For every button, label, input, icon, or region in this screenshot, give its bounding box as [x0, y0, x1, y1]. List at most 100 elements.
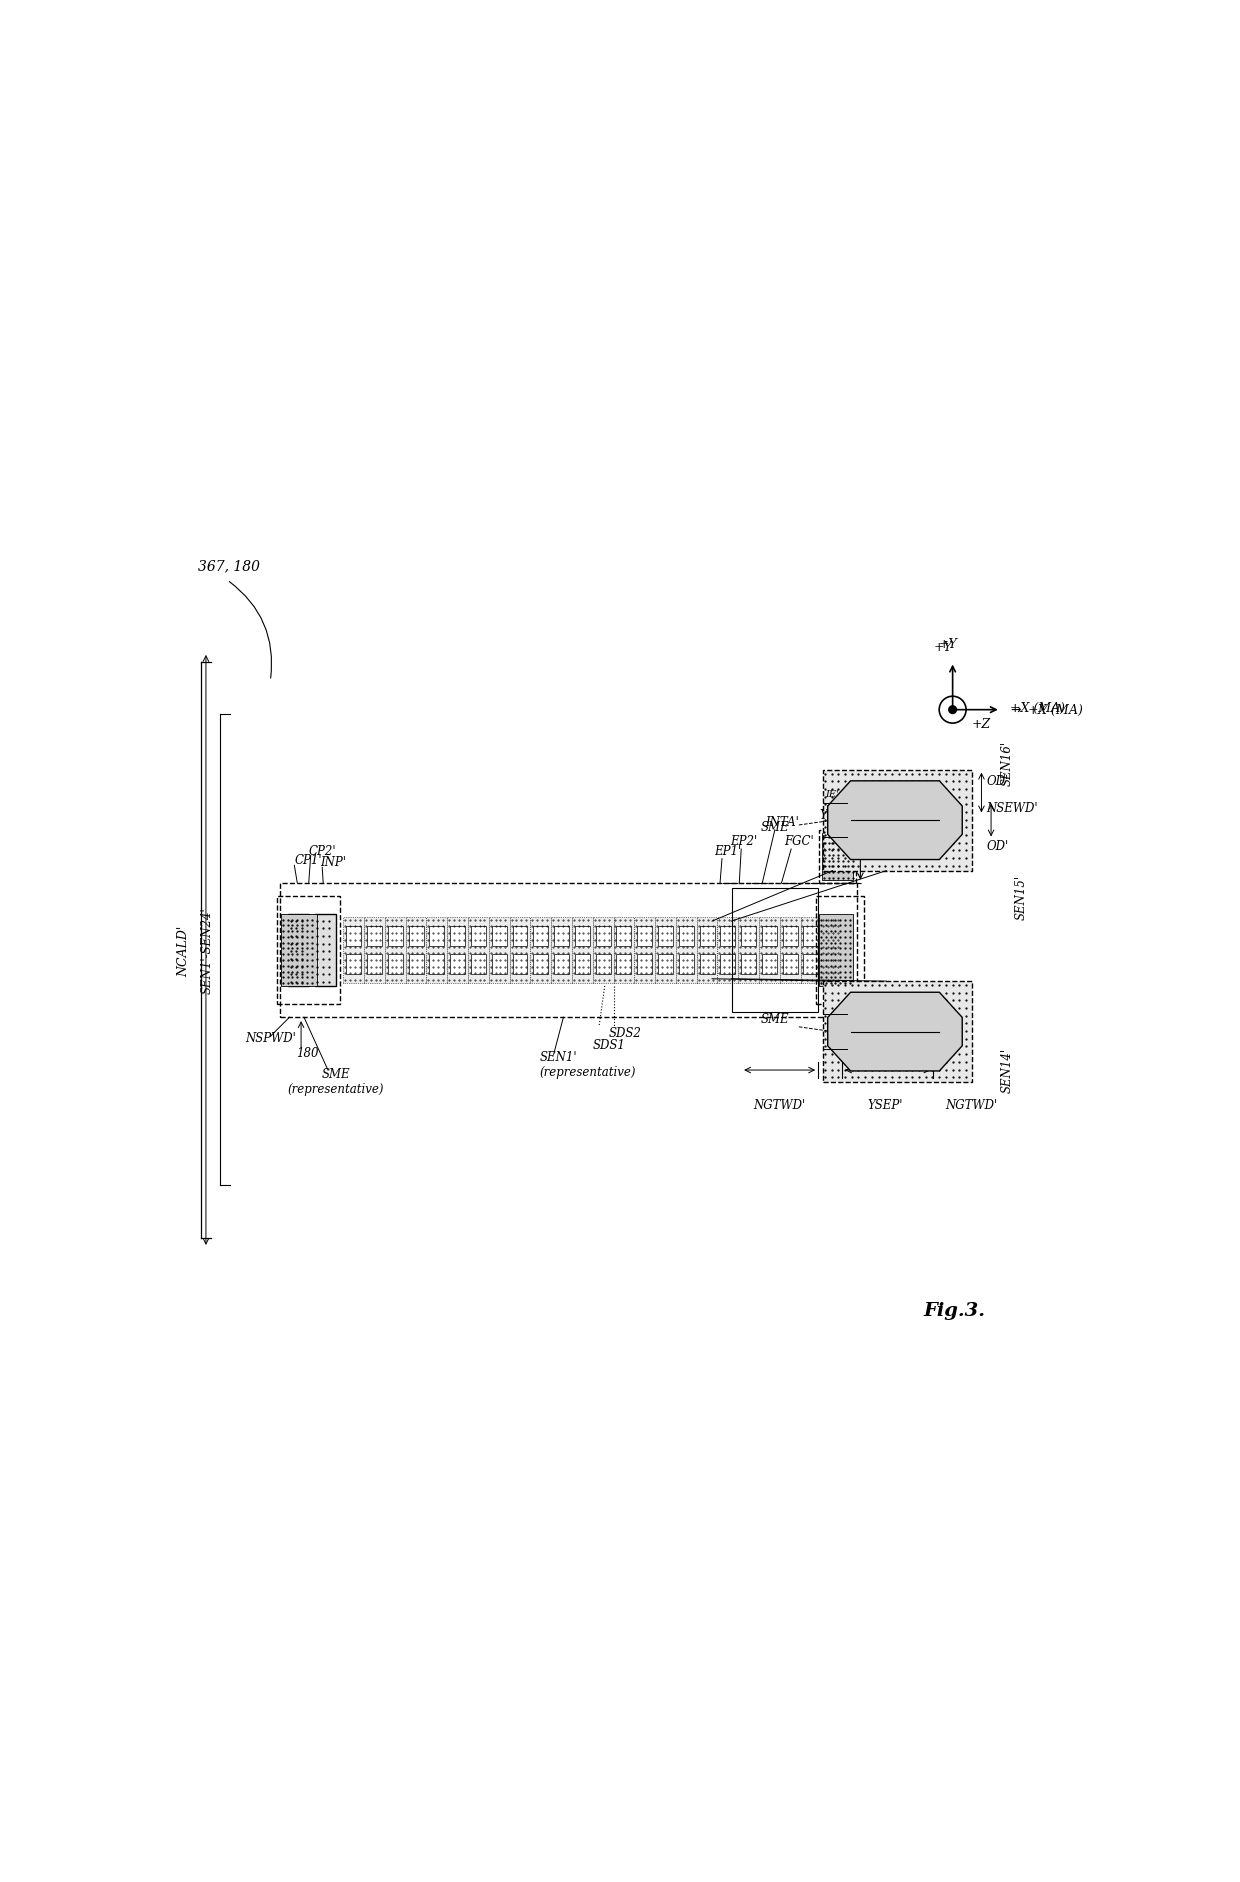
Bar	[467, 917, 489, 984]
Text: (representative): (representative)	[288, 1082, 384, 1095]
Bar	[616, 926, 631, 947]
Bar	[554, 954, 569, 975]
Bar	[450, 954, 465, 975]
Bar	[343, 917, 365, 984]
Bar	[732, 888, 818, 1013]
Text: OD': OD'	[986, 839, 1008, 853]
Text: CP1': CP1'	[294, 854, 322, 868]
Bar	[572, 917, 593, 984]
Bar	[280, 883, 857, 1018]
Bar	[780, 917, 801, 984]
Bar	[825, 954, 839, 975]
Text: +Y: +Y	[939, 638, 957, 651]
Bar	[658, 926, 673, 947]
Bar	[823, 770, 972, 871]
Bar	[614, 917, 635, 984]
Bar	[658, 954, 673, 975]
Bar	[512, 926, 527, 947]
Bar	[678, 926, 693, 947]
Bar	[450, 926, 465, 947]
Bar	[367, 926, 382, 947]
Bar	[593, 917, 614, 984]
Bar	[761, 926, 777, 947]
Bar	[575, 954, 590, 975]
Text: 180: 180	[296, 1046, 319, 1060]
Text: IE': IE'	[825, 804, 838, 813]
Text: SDS2: SDS2	[609, 1028, 641, 1041]
Text: (representative): (representative)	[539, 1065, 636, 1078]
Bar	[720, 926, 735, 947]
Bar	[825, 926, 839, 947]
Circle shape	[949, 706, 956, 713]
Bar	[678, 954, 693, 975]
Bar	[804, 954, 818, 975]
Bar	[384, 917, 405, 984]
Bar	[820, 915, 853, 986]
Text: NGTWD': NGTWD'	[754, 1099, 806, 1112]
Bar	[718, 917, 738, 984]
Bar	[635, 917, 655, 984]
Bar	[346, 954, 361, 975]
Bar	[759, 917, 780, 984]
Text: SEN14': SEN14'	[1001, 1048, 1013, 1093]
Bar	[554, 926, 569, 947]
Text: EDP': EDP'	[873, 847, 901, 860]
Text: NGTWD': NGTWD'	[946, 1099, 998, 1112]
Bar	[512, 954, 527, 975]
Bar	[699, 926, 714, 947]
Bar	[676, 917, 697, 984]
Bar	[782, 926, 797, 947]
Bar	[533, 954, 548, 975]
Bar	[429, 926, 444, 947]
Bar	[823, 982, 972, 1082]
Text: NCALD': NCALD'	[177, 924, 190, 977]
Bar	[277, 896, 340, 1005]
Bar	[448, 917, 467, 984]
Bar	[738, 917, 759, 984]
Bar	[801, 917, 821, 984]
Text: +Y: +Y	[934, 640, 952, 653]
Text: $\rightarrow$ +X (MA): $\rightarrow$ +X (MA)	[1008, 702, 1084, 717]
Bar	[782, 954, 797, 975]
Bar	[816, 896, 864, 1005]
Bar	[551, 917, 572, 984]
Bar	[637, 926, 652, 947]
Bar	[595, 954, 610, 975]
Text: NSEWD': NSEWD'	[986, 802, 1038, 815]
Bar	[492, 954, 507, 975]
Text: YSEP': YSEP'	[820, 809, 856, 822]
Text: SME: SME	[321, 1067, 350, 1080]
Bar	[471, 926, 486, 947]
Bar	[761, 954, 777, 975]
Bar	[409, 954, 424, 975]
Text: IE': IE'	[825, 790, 838, 798]
Text: +X (MA): +X (MA)	[1011, 702, 1065, 715]
Text: SEN1': SEN1'	[539, 1050, 577, 1063]
Bar	[742, 926, 756, 947]
Bar	[742, 954, 756, 975]
Bar	[697, 917, 718, 984]
Bar	[367, 954, 382, 975]
Bar	[637, 954, 652, 975]
Text: INP': INP'	[320, 856, 346, 869]
Bar	[720, 954, 735, 975]
Bar	[531, 917, 551, 984]
Bar	[346, 926, 361, 947]
Polygon shape	[828, 992, 962, 1071]
Text: SEN1'-SEN24': SEN1'-SEN24'	[201, 907, 215, 994]
Text: SME: SME	[760, 821, 789, 834]
Text: SDS1: SDS1	[593, 1039, 625, 1052]
Text: SEN15': SEN15'	[1016, 875, 1028, 920]
Text: INTA': INTA'	[765, 815, 799, 828]
Text: EP2': EP2'	[729, 836, 756, 847]
Text: +Z: +Z	[972, 717, 991, 730]
Bar	[288, 915, 309, 986]
Bar	[405, 917, 427, 984]
Text: Fig.3.: Fig.3.	[924, 1302, 986, 1319]
Bar	[281, 915, 317, 986]
Text: NSPWD': NSPWD'	[244, 1031, 296, 1045]
Bar	[315, 915, 336, 986]
Bar	[820, 830, 856, 883]
Text: SEN16': SEN16'	[1001, 740, 1013, 785]
Text: 367, 180: 367, 180	[198, 559, 260, 574]
